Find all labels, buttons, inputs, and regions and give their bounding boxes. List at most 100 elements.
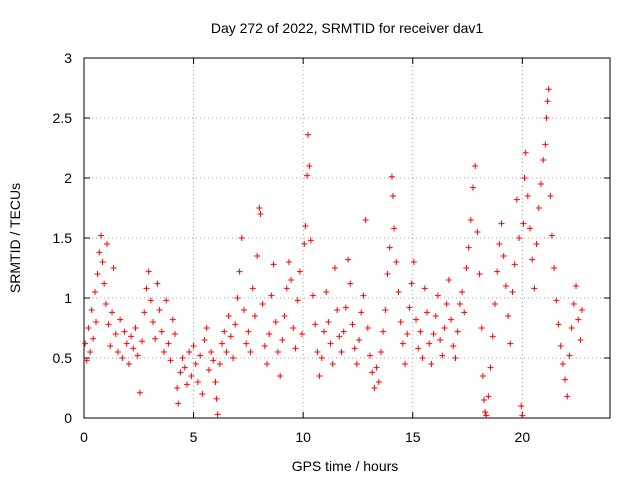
data-point: [110, 265, 117, 271]
data-point: [93, 319, 100, 325]
data-point: [314, 349, 321, 355]
data-point: [428, 361, 435, 367]
data-point: [285, 259, 292, 265]
data-point: [432, 313, 439, 319]
data-point: [139, 338, 146, 345]
data-point: [152, 335, 159, 342]
data-point: [230, 355, 237, 361]
data-point: [190, 343, 197, 349]
data-point: [316, 373, 323, 379]
data-point: [404, 331, 411, 337]
data-point: [304, 131, 311, 138]
data-point: [90, 335, 97, 342]
data-point: [221, 328, 228, 335]
data-point: [197, 352, 204, 359]
data-point: [245, 328, 252, 335]
data-point: [290, 325, 297, 331]
x-tick-label: 10: [295, 429, 311, 445]
data-point: [483, 412, 490, 419]
data-point: [566, 352, 573, 359]
data-point: [312, 321, 319, 328]
data-point: [496, 241, 503, 247]
data-point: [537, 181, 544, 187]
data-point: [272, 319, 279, 325]
data-point: [467, 217, 474, 223]
data-point: [470, 184, 477, 191]
data-point: [557, 343, 564, 349]
data-point: [320, 328, 327, 335]
data-point: [88, 307, 95, 313]
data-point: [542, 141, 549, 148]
data-point: [117, 316, 124, 323]
data-point: [555, 321, 562, 328]
data-point: [130, 345, 137, 352]
data-point: [535, 205, 542, 211]
data-point: [101, 280, 108, 287]
data-point: [390, 193, 397, 199]
data-point: [548, 232, 555, 239]
data-point: [360, 292, 367, 299]
data-point: [181, 364, 188, 371]
data-point: [119, 355, 126, 361]
y-tick-labels: 0 0.5 1 1.5 2 2.5 3: [53, 50, 73, 426]
data-point: [114, 349, 121, 355]
data-point: [125, 361, 132, 367]
data-point: [112, 331, 119, 337]
data-point: [256, 205, 263, 211]
data-point: [430, 331, 437, 337]
data-point: [551, 265, 558, 271]
data-point: [236, 268, 243, 275]
data-point: [362, 217, 369, 223]
data-point: [413, 316, 420, 323]
data-point: [452, 355, 459, 361]
data-point: [461, 309, 468, 316]
data-point: [214, 411, 221, 418]
data-point: [163, 297, 170, 304]
data-point: [98, 232, 105, 239]
data-point: [279, 337, 286, 343]
data-point: [331, 265, 338, 271]
data-point: [564, 393, 571, 400]
data-point: [134, 352, 141, 359]
data-point: [531, 285, 538, 292]
data-point: [277, 373, 284, 379]
data-point: [174, 385, 181, 391]
data-point: [443, 301, 450, 307]
data-point: [434, 292, 441, 299]
data-point: [459, 289, 466, 295]
y-tick-label: 2: [64, 170, 72, 186]
data-point: [353, 361, 360, 367]
grid-lines: [84, 58, 610, 418]
data-point: [519, 412, 526, 419]
data-point: [299, 331, 306, 337]
data-point: [329, 361, 336, 367]
data-point: [498, 220, 505, 227]
data-point: [107, 343, 114, 349]
data-point: [559, 361, 566, 367]
data-point: [167, 357, 174, 364]
data-point: [454, 328, 461, 335]
data-point: [82, 340, 89, 347]
data-point: [184, 381, 191, 388]
data-point: [145, 268, 152, 275]
data-point: [334, 307, 341, 313]
data-point: [494, 268, 501, 275]
data-point: [171, 331, 178, 337]
data-point: [154, 280, 161, 287]
data-point: [99, 259, 106, 265]
data-point: [369, 369, 376, 376]
y-tick-label: 0: [64, 410, 72, 426]
data-point: [522, 149, 529, 156]
data-point: [201, 337, 208, 343]
data-point: [358, 309, 365, 316]
data-point: [123, 340, 130, 347]
chart-title: Day 272 of 2022, SRMTID for receiver dav…: [211, 20, 484, 36]
y-tick-label: 1: [64, 290, 72, 306]
data-point: [491, 301, 498, 307]
data-point: [415, 345, 422, 352]
data-point: [540, 157, 547, 163]
data-point: [192, 361, 199, 367]
data-point: [141, 309, 148, 316]
data-point: [150, 319, 157, 325]
data-point: [194, 379, 201, 385]
